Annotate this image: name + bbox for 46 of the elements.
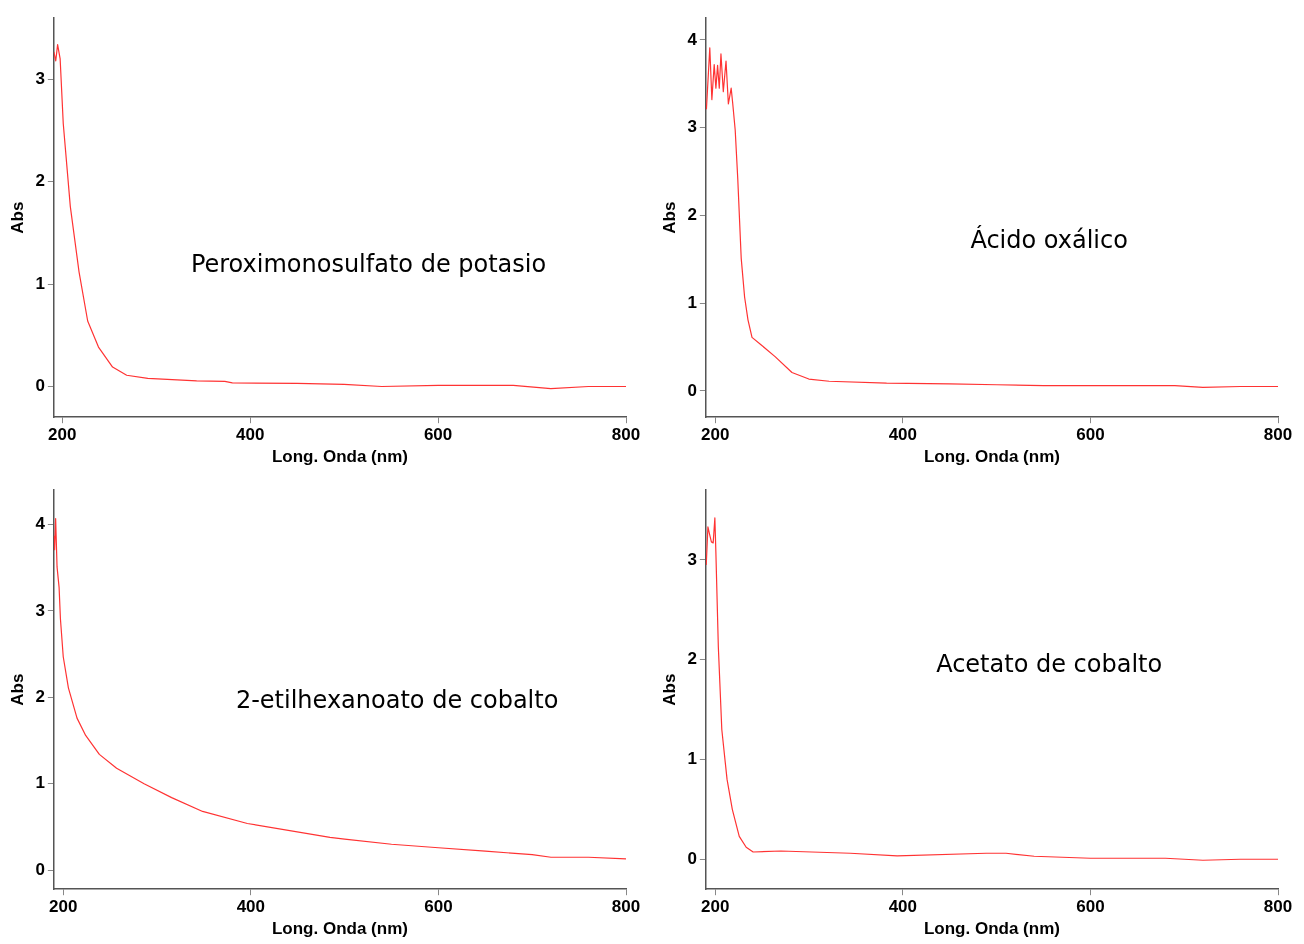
y-tick-label: 1 xyxy=(35,273,45,293)
x-axis-title: Long. Onda (nm) xyxy=(271,447,408,467)
x-tick-label: 800 xyxy=(1263,897,1293,917)
y-tick-label: 2 xyxy=(35,687,45,707)
x-tick-label: 200 xyxy=(48,425,77,445)
x-tick-label: 200 xyxy=(49,897,78,917)
x-axis-title: Long. Onda (nm) xyxy=(923,919,1060,939)
y-tick-label: 0 xyxy=(35,376,45,396)
y-tick-label: 0 xyxy=(687,380,697,400)
x-tick-label: 600 xyxy=(424,897,453,917)
y-tick-label: 1 xyxy=(35,773,45,793)
annotation: Acetato de cobalto xyxy=(936,649,1163,678)
y-axis-title: Abs xyxy=(659,201,679,234)
y-axis-title: Abs xyxy=(659,673,679,706)
x-tick-label: 400 xyxy=(236,425,265,445)
y-tick-label: 1 xyxy=(687,292,697,312)
y-tick-label: 3 xyxy=(35,600,45,620)
x-tick-label: 800 xyxy=(1263,425,1293,445)
y-tick-label: 2 xyxy=(35,171,45,191)
x-axis-title: Long. Onda (nm) xyxy=(271,919,408,939)
x-tick-label: 800 xyxy=(611,425,641,445)
annotation: Peroximonosulfato de potasio xyxy=(190,249,547,278)
x-tick-label: 200 xyxy=(701,897,730,917)
x-tick-label: 400 xyxy=(888,897,918,917)
y-tick-label: 0 xyxy=(35,859,45,879)
x-tick-label: 200 xyxy=(701,425,730,445)
x-tick-label: 400 xyxy=(236,897,266,917)
y-tick-label: 1 xyxy=(687,749,697,769)
annotation: Ácido oxálico xyxy=(970,224,1128,254)
x-tick-label: 600 xyxy=(1076,425,1105,445)
y-tick-label: 4 xyxy=(687,29,698,49)
y-tick-label: 4 xyxy=(35,514,46,534)
y-tick-label: 2 xyxy=(687,205,697,225)
y-tick-label: 3 xyxy=(35,69,45,89)
y-axis-title: Abs xyxy=(7,201,27,234)
x-tick-label: 600 xyxy=(423,425,453,445)
y-tick-label: 3 xyxy=(687,549,697,569)
x-tick-label: 800 xyxy=(611,897,641,917)
x-axis-title: Long. Onda (nm) xyxy=(923,447,1060,467)
y-tick-label: 2 xyxy=(687,649,697,669)
annotation: 2-etilhexanoato de cobalto xyxy=(235,685,559,714)
x-tick-label: 600 xyxy=(1076,897,1105,917)
x-tick-label: 400 xyxy=(888,425,918,445)
y-tick-label: 0 xyxy=(687,848,697,868)
y-axis-title: Abs xyxy=(7,673,27,706)
y-tick-label: 3 xyxy=(687,117,697,137)
